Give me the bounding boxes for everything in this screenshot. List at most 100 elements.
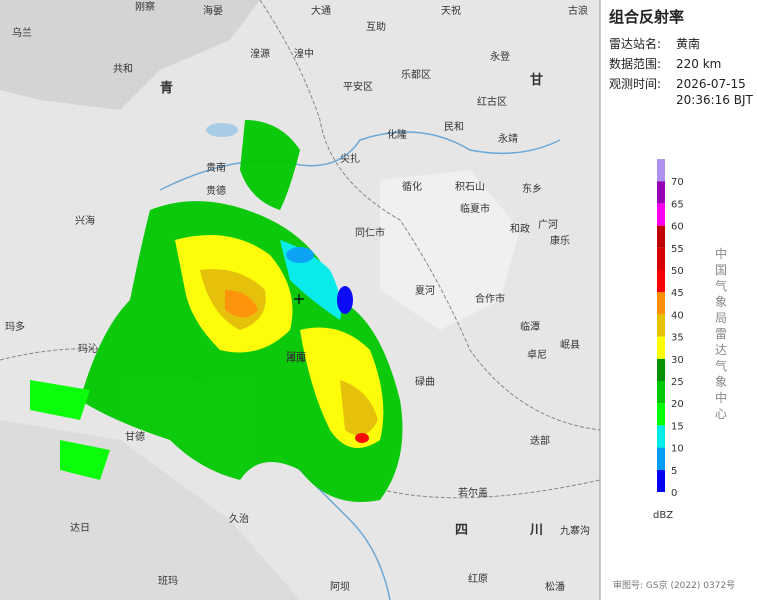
panel-title: 组合反射率: [609, 8, 684, 26]
place-label: 古浪: [568, 4, 588, 17]
place-label: 松潘: [545, 580, 565, 593]
place-label: 刚察: [135, 0, 155, 13]
place-label: 贵南: [206, 161, 226, 174]
place-label: 康乐: [550, 234, 570, 247]
place-label: 化隆: [387, 128, 407, 141]
legend-unit: dBZ: [653, 510, 673, 521]
legend-tick-label: 60: [671, 222, 684, 233]
field-value: 2026-07-15: [676, 77, 746, 91]
legend-tick-label: 55: [671, 244, 684, 255]
legend-tick-label: 10: [671, 444, 684, 455]
legend-swatch: [657, 336, 665, 359]
legend-swatch: [657, 403, 665, 426]
radar-echo: [30, 120, 403, 502]
field-value: 黄南: [676, 36, 700, 51]
place-label: 民和: [444, 121, 464, 133]
place-label: 贵德: [206, 184, 226, 197]
place-label: 同仁市: [355, 226, 385, 239]
legend-swatch: [657, 358, 665, 381]
place-label: 海晏: [203, 4, 223, 17]
place-label: 甘: [530, 72, 543, 88]
place-label: 乌兰: [12, 26, 32, 39]
place-label: 红原: [468, 572, 488, 585]
place-label: 永靖: [498, 132, 518, 145]
field-value: 20:36:16 BJT: [676, 93, 753, 107]
place-label: 夏河: [415, 285, 435, 297]
boundary: [259, 0, 601, 431]
place-label: 大通: [311, 4, 331, 17]
legend-tick-label: 45: [671, 288, 684, 299]
place-label: 永登: [490, 50, 510, 63]
legend-swatch: [657, 270, 665, 293]
place-label: 久治: [229, 512, 249, 525]
footer: 审图号: GS京 (2022) 0372号: [613, 579, 735, 591]
place-label: 东乡: [522, 182, 542, 195]
place-label: 红古区: [477, 95, 507, 108]
place-label: 河南: [286, 350, 306, 363]
field-label: 雷达站名:: [609, 36, 661, 51]
place-label: 达日: [70, 522, 90, 534]
place-label: 四: [455, 523, 468, 538]
place-label: 天祝: [441, 4, 461, 17]
place-label: 临潭: [520, 320, 540, 333]
field-label: 数据范围:: [609, 56, 661, 71]
legend-swatch: [657, 225, 665, 248]
legend: 0 5 10 15 20 25 30 35 40 45 50 55 60 65 70: [657, 159, 684, 499]
legend-swatch: [657, 159, 665, 182]
place-label: 青: [160, 80, 173, 96]
place-label: 若尔盖: [458, 486, 488, 499]
legend-swatch: [657, 425, 665, 448]
place-label: 甘德: [125, 430, 145, 443]
radar-site: [294, 294, 304, 304]
info-panel: [600, 0, 757, 600]
place-label: 玛沁: [78, 343, 98, 355]
place-label: 川: [529, 523, 543, 538]
legend-swatch: [657, 292, 665, 315]
legend-tick-label: 15: [671, 421, 684, 432]
place-label: 阿坝: [330, 581, 350, 593]
place-label: 共和: [113, 63, 133, 75]
place-label: 合作市: [475, 292, 505, 305]
terrain: [380, 170, 520, 330]
legend-swatch: [657, 447, 665, 470]
terrain: [0, 0, 260, 110]
place-label: 迭部: [530, 434, 550, 447]
place-label: 积石山: [455, 181, 485, 193]
lake: [206, 123, 238, 137]
legend-tick-label: 20: [671, 399, 684, 410]
legend-swatch: [657, 381, 665, 404]
legend-tick-label: 65: [671, 199, 684, 210]
legend-tick-label: 30: [671, 355, 684, 366]
place-label: 循化: [402, 180, 422, 193]
legend-swatch: [657, 203, 665, 226]
place-label: 兴海: [75, 214, 95, 227]
legend-swatch: [657, 247, 665, 270]
legend-swatch: [657, 469, 665, 492]
place-label: 临夏市: [460, 202, 490, 215]
place-label: 尖扎: [340, 152, 360, 165]
legend-tick-label: 25: [671, 377, 684, 388]
place-label: 班玛: [158, 575, 178, 587]
legend-tick-label: 40: [671, 310, 684, 321]
place-label: 碌曲: [415, 376, 435, 388]
place-label: 平安区: [343, 80, 373, 93]
place-label: 湟源: [250, 47, 270, 60]
place-label: 互助: [366, 20, 386, 33]
field-value: 220 km: [676, 57, 721, 71]
legend-swatch: [657, 181, 665, 204]
legend-tick-label: 70: [671, 177, 684, 188]
place-label: 乐都区: [401, 69, 431, 81]
place-label: 玛多: [5, 320, 25, 333]
place-label: 广河: [538, 219, 558, 231]
place-label: 岷县: [560, 339, 580, 351]
legend-tick-label: 5: [671, 466, 677, 477]
place-label: 卓尼: [527, 349, 547, 361]
place-label: 和政: [510, 222, 530, 235]
place-label: 湟中: [294, 47, 314, 60]
field-label: 观测时间:: [609, 77, 661, 91]
legend-tick-label: 0: [671, 488, 677, 499]
place-label: 泽库: [286, 352, 306, 365]
legend-tick-label: 50: [671, 266, 684, 277]
